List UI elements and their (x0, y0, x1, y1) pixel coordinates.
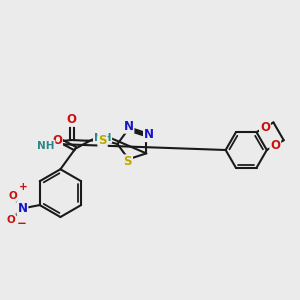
Text: O: O (7, 215, 15, 225)
Text: O: O (270, 139, 280, 152)
Text: NH: NH (94, 133, 111, 143)
Text: O: O (67, 113, 77, 126)
Text: −: − (17, 217, 27, 230)
Text: +: + (19, 182, 28, 192)
Text: NH: NH (37, 141, 55, 151)
Text: O: O (8, 191, 17, 201)
Text: S: S (98, 134, 107, 146)
Text: O: O (260, 121, 270, 134)
Text: N: N (17, 202, 28, 215)
Text: N: N (124, 120, 134, 133)
Text: S: S (124, 155, 132, 168)
Text: O: O (52, 134, 62, 147)
Text: N: N (144, 128, 154, 141)
